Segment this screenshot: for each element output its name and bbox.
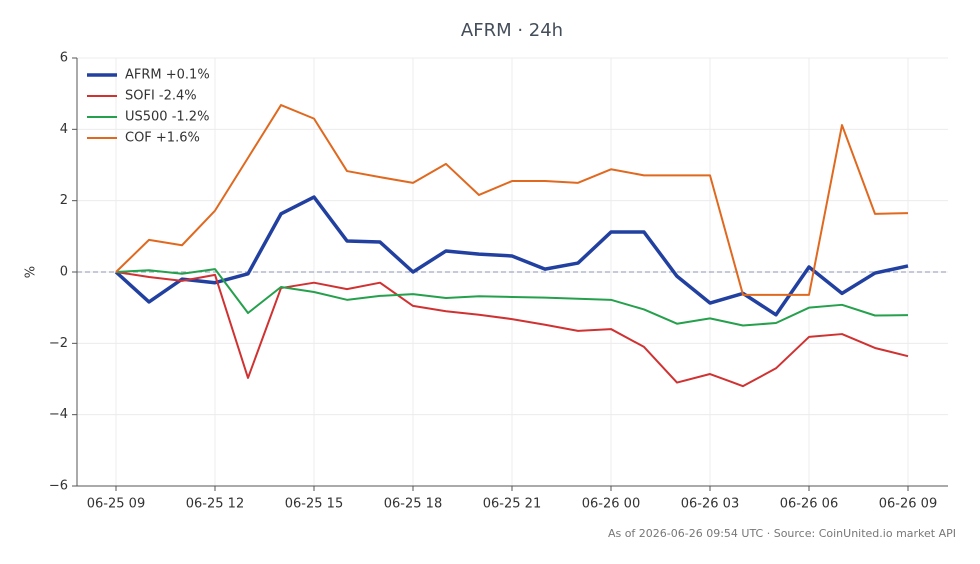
x-tick-label: 06-25 09 xyxy=(87,497,145,512)
x-tick-label: 06-25 15 xyxy=(285,497,343,512)
x-tick-label: 06-25 12 xyxy=(186,497,244,512)
y-axis-label: % xyxy=(24,266,39,278)
series-line xyxy=(114,195,909,317)
legend-label: US500 -1.2% xyxy=(125,110,209,125)
x-tick-label: 06-25 18 xyxy=(384,497,442,512)
legend-label: AFRM +0.1% xyxy=(125,68,210,83)
legend-label: COF +1.6% xyxy=(125,131,200,146)
x-tick-label: 06-26 09 xyxy=(879,497,937,512)
y-tick-label: 6 xyxy=(60,51,68,66)
y-tick-label: 0 xyxy=(60,265,68,280)
series-line xyxy=(115,268,909,327)
x-tick-label: 06-25 21 xyxy=(483,497,541,512)
x-tick-label: 06-26 03 xyxy=(681,497,739,512)
footnote: As of 2026-06-26 09:54 UTC · Source: Coi… xyxy=(608,527,956,540)
y-tick-label: −6 xyxy=(49,479,68,494)
x-tick-label: 06-26 00 xyxy=(582,497,640,512)
y-tick-label: 2 xyxy=(60,193,68,208)
series-line xyxy=(115,104,909,296)
legend-label: SOFI -2.4% xyxy=(125,89,197,104)
y-tick-label: −2 xyxy=(49,336,68,351)
y-tick-label: 4 xyxy=(60,122,68,137)
series-line xyxy=(115,271,909,388)
y-tick-label: −4 xyxy=(49,407,68,422)
chart-title: AFRM · 24h xyxy=(461,20,563,41)
x-tick-label: 06-26 06 xyxy=(780,497,838,512)
